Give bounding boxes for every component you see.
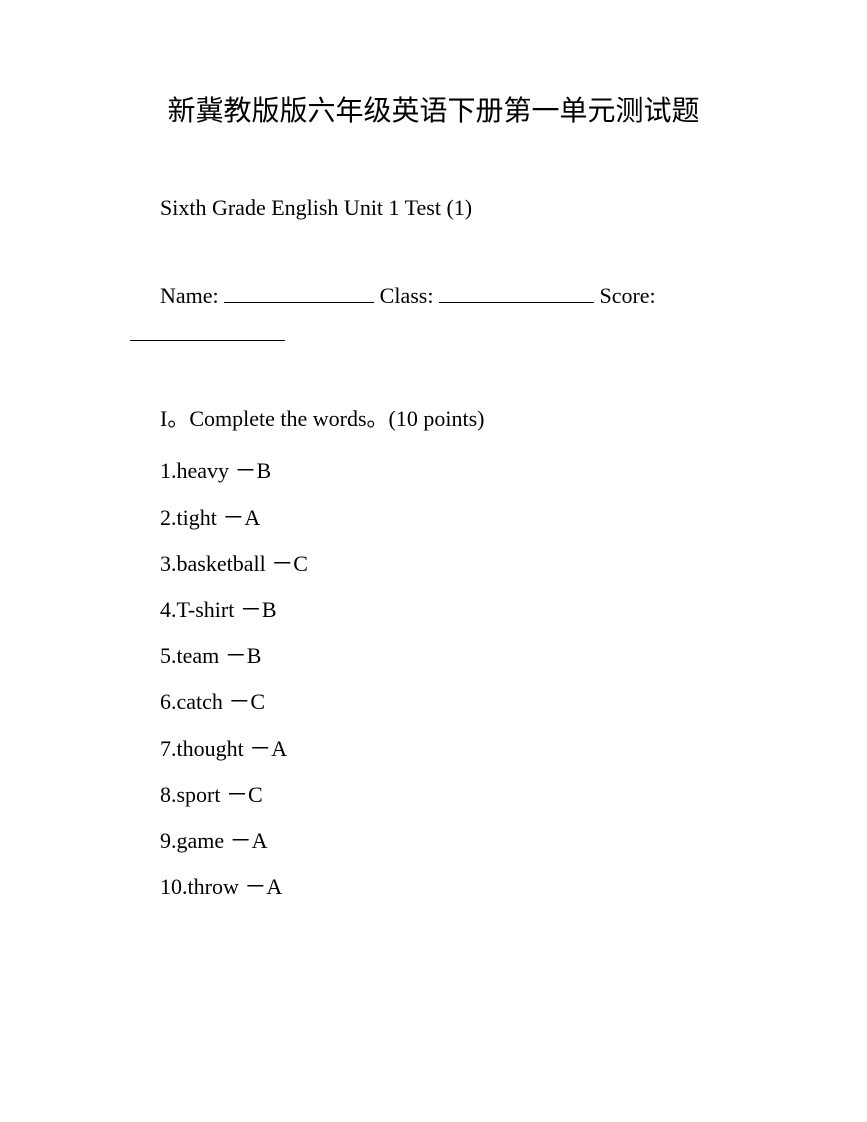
document-title: 新冀教版版六年级英语下册第一单元测试题 (160, 90, 707, 135)
list-item: 8.sport －C (160, 772, 707, 818)
name-label: Name: (160, 283, 219, 308)
subtitle: Sixth Grade English Unit 1 Test (1) (160, 195, 707, 221)
list-item: 5.team －B (160, 633, 707, 679)
list-item: 10.throw －A (160, 864, 707, 910)
list-item: 6.catch －C (160, 679, 707, 725)
class-field (439, 281, 594, 303)
name-field (224, 281, 374, 303)
info-line: Name: Class: Score: (160, 276, 707, 342)
list-item: 7.thought －A (160, 726, 707, 772)
section-heading: I。Complete the words。(10 points) (160, 401, 707, 433)
list-item: 9.game －A (160, 818, 707, 864)
class-label: Class: (380, 283, 434, 308)
document-content: Sixth Grade English Unit 1 Test (1) Name… (160, 195, 707, 910)
score-label: Score: (599, 283, 655, 308)
list-item: 3.basketball －C (160, 541, 707, 587)
list-item: 2.tight －A (160, 495, 707, 541)
list-item: 4.T-shirt －B (160, 587, 707, 633)
list-item: 1.heavy －B (160, 448, 707, 494)
score-field (130, 340, 285, 341)
